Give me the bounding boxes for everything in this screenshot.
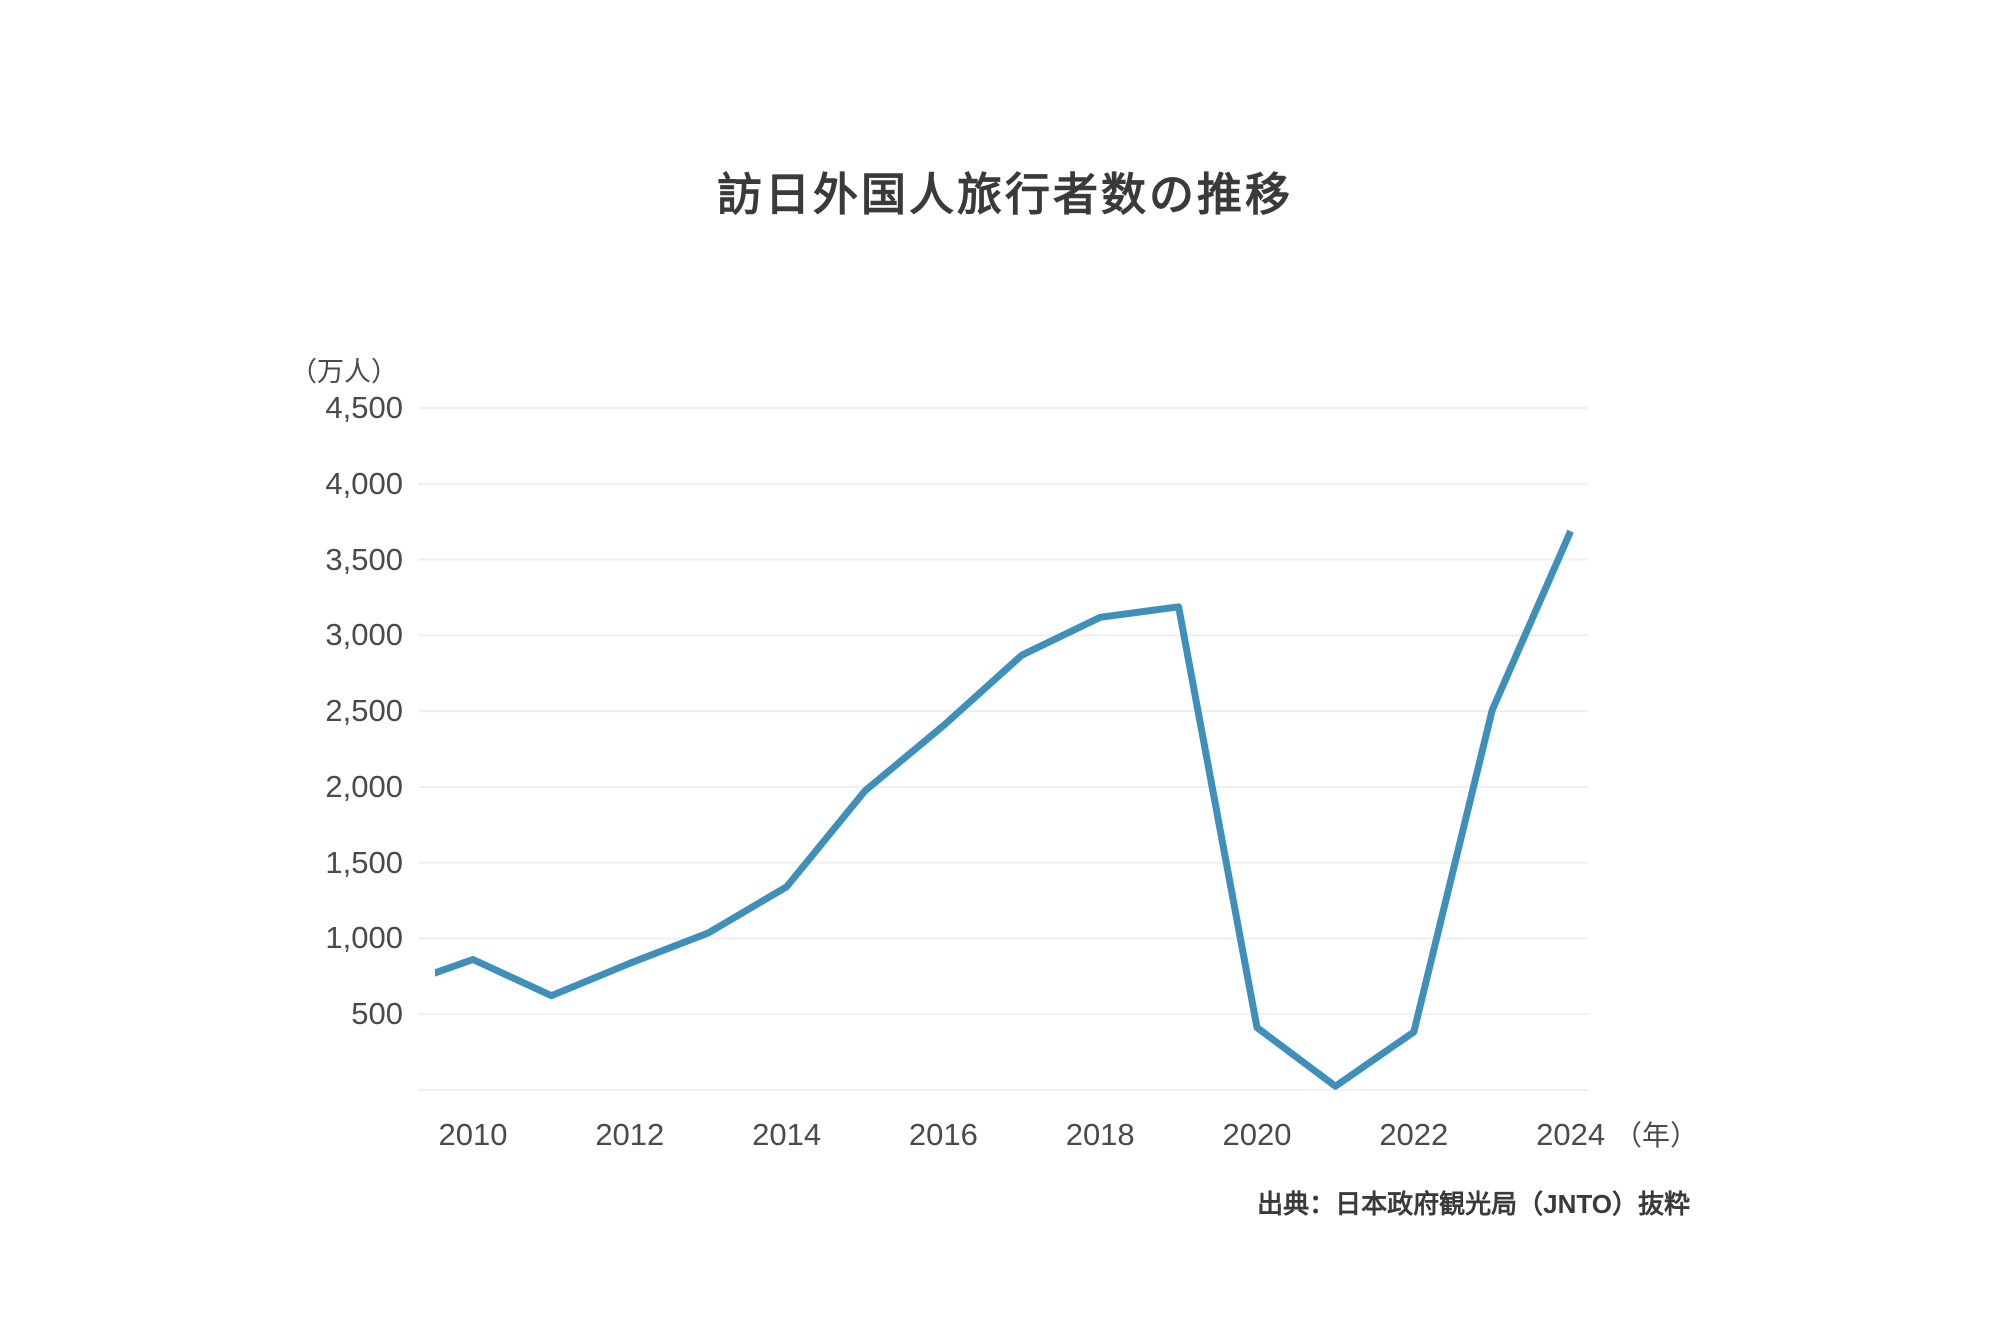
y-tick-label-4000: 4,000 — [325, 465, 403, 501]
x-tick-label-2022: 2022 — [1379, 1117, 1449, 1152]
y-tick-label-3500: 3,500 — [325, 541, 403, 577]
x-tick-label-2024: 2024 — [1536, 1117, 1606, 1152]
x-tick-label-2010: 2010 — [438, 1117, 508, 1152]
x-axis-unit-suffix: （年） — [1614, 1120, 1699, 1151]
source-attribution: 出典：日本政府観光局（JNTO）抜粋 — [1257, 1189, 1690, 1219]
y-tick-label-4500: 4,500 — [325, 390, 403, 425]
visitors-data-line — [435, 529, 1574, 1090]
y-tick-label-2500: 2,500 — [325, 693, 403, 729]
chart-title: 訪日外国人旅行者数の推移 — [716, 169, 1293, 220]
x-tick-label-2012: 2012 — [595, 1117, 665, 1152]
x-tick-label-2016: 2016 — [908, 1117, 978, 1152]
x-tick-label-2020: 2020 — [1222, 1117, 1292, 1152]
y-tick-label-1000: 1,000 — [325, 920, 403, 956]
y-tick-label-2000: 2,000 — [325, 768, 403, 804]
y-tick-label-500: 500 — [351, 996, 403, 1032]
y-axis-unit-label: （万人） — [290, 357, 398, 387]
x-tick-label-2014: 2014 — [752, 1117, 822, 1152]
horizontal-gridlines — [418, 407, 1588, 1091]
x-tick-label-2018: 2018 — [1065, 1117, 1135, 1152]
y-tick-label-3000: 3,000 — [325, 617, 403, 653]
y-tick-label-1500: 1,500 — [325, 844, 403, 880]
